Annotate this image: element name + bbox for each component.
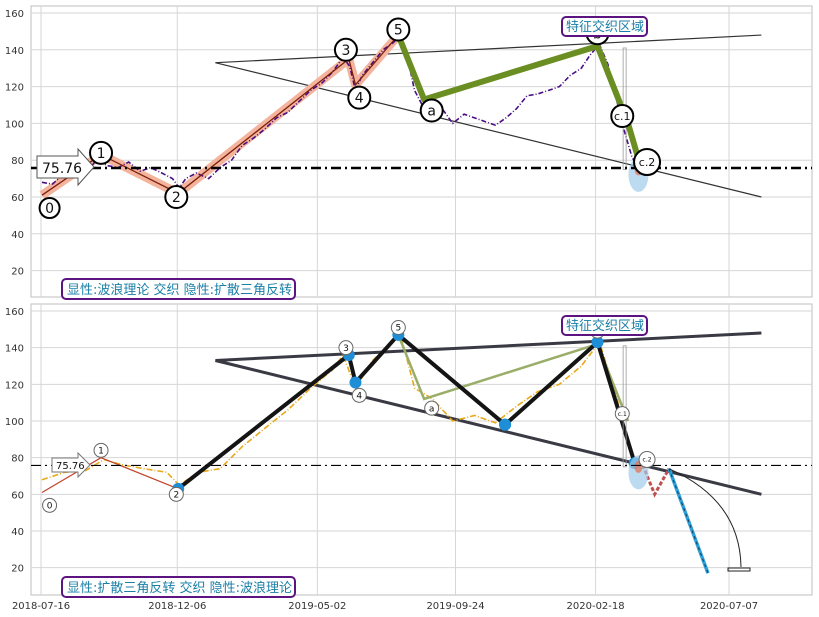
bottom-zone-box: 特征交织区域 (561, 315, 648, 336)
y-tick-label: 20 (11, 267, 24, 278)
wave-label-5: 5 (394, 23, 403, 39)
wave-label-circle (89, 140, 114, 165)
top-gridlines (31, 6, 812, 297)
pivot-point (349, 376, 362, 389)
wave-label-0: 0 (45, 201, 54, 217)
top-value-arrow: 75.76 (36, 147, 95, 187)
triangle-lower-line (215, 62, 762, 198)
x-tick-label: 2019-09-24 (426, 601, 484, 612)
pivot-point (591, 336, 604, 349)
bottom-y-tick-labels: 20 40 60 80 100 120 140 160 (5, 307, 24, 575)
y-tick-label: 100 (5, 417, 24, 428)
top-triangle-lines (215, 34, 762, 198)
wave-label-circle (333, 37, 358, 62)
wave-label-circle (164, 185, 189, 209)
bottom-gridlines (31, 304, 812, 595)
wave-label-circle (424, 400, 440, 416)
bottom-panel-text-box: 显性:扩散三角反转 交织 隐性:波浪理论 (61, 576, 296, 598)
triangle-upper-line (215, 331, 762, 362)
target-bracket (727, 567, 751, 572)
top-zone-box: 特征交织区域 (561, 16, 648, 37)
correction-wave-line (395, 33, 644, 167)
y-tick-label: 140 (5, 46, 24, 57)
top-panel-text: 显性:波浪理论 交织 隐性:扩散三角反转 (67, 282, 292, 298)
wave-label-circle (42, 497, 58, 513)
y-tick-label: 160 (5, 9, 24, 20)
wave-label-2: 2 (173, 491, 179, 501)
y-tick-label: 100 (5, 119, 24, 130)
y-tick-label: 120 (5, 380, 24, 391)
y-tick-label: 160 (5, 307, 24, 318)
correction-wave-line (397, 334, 630, 422)
target-projection-dash (668, 468, 709, 574)
wave-label-circle (338, 340, 354, 356)
wave-label-2: 2 (172, 190, 181, 206)
top-value-label: 75.76 (42, 161, 82, 177)
bottom-value-label: 75.76 (56, 461, 85, 472)
wave-label-circle (390, 320, 406, 335)
wave-label-4: 4 (355, 91, 364, 107)
bottom-x-tick-labels: 2018-07-16 2018-12-06 2019-05-02 2019-09-24… (12, 601, 758, 612)
y-tick-label: 140 (5, 344, 24, 355)
wave-label-circle (351, 387, 367, 403)
x-tick-label: 2018-12-06 (148, 601, 206, 612)
pivot-point (499, 418, 512, 431)
top-panel-text-box: 显性:波浪理论 交织 隐性:扩散三角反转 (61, 278, 296, 300)
y-tick-label: 60 (11, 193, 24, 204)
wave-label-3: 3 (343, 344, 349, 354)
wave-label-circle (638, 451, 656, 468)
wave-label-1: 1 (98, 447, 104, 457)
wave-label-4: 4 (356, 392, 362, 402)
y-tick-label: 20 (11, 564, 24, 575)
bottom-value-arrow: 75.76 (51, 451, 91, 479)
y-tick-label: 60 (11, 490, 24, 501)
y-tick-label: 120 (5, 83, 24, 94)
y-tick-label: 80 (11, 454, 24, 465)
wave-label-c.2: c.2 (639, 156, 656, 169)
triangle-upper-line (215, 34, 762, 64)
x-tick-label: 2020-07-07 (700, 601, 758, 612)
bottom-zone-label: 特征交织区域 (566, 318, 644, 334)
wave-label-circle (610, 104, 635, 129)
y-tick-label: 40 (11, 230, 24, 241)
top-y-tick-labels: 20 40 60 80 100 120 140 160 (5, 9, 24, 278)
top-zone-label: 特征交织区域 (566, 19, 644, 35)
wave-label-a: a (429, 404, 435, 414)
wave-label-circle (633, 148, 662, 177)
y-tick-label: 80 (11, 156, 24, 167)
wave-label-0: 0 (47, 502, 53, 512)
impulse-wave-line (41, 34, 399, 196)
wave-label-c.2: c.2 (643, 457, 652, 464)
wave-label-circle (93, 442, 109, 458)
wave-label-circle (347, 85, 372, 110)
wave-label-a: a (427, 104, 436, 120)
x-tick-label: 2019-05-02 (288, 601, 346, 612)
wave-label-circle (38, 197, 61, 220)
wave-label-circle (168, 486, 184, 502)
y-tick-label: 40 (11, 527, 24, 538)
wave-label-c.1: c.1 (614, 110, 631, 123)
wave-label-circle (614, 406, 630, 422)
top-wave-labels: 012345abc.1c.2 (38, 17, 662, 220)
wave-label-5: 5 (395, 324, 401, 334)
wave-label-3: 3 (341, 43, 350, 59)
bottom-panel-text: 显性:扩散三角反转 交织 隐性:波浪理论 (67, 580, 292, 596)
wave-label-c.1: c.1 (618, 411, 627, 418)
projection-arc (668, 468, 742, 568)
x-tick-label: 2018-07-16 (12, 601, 70, 612)
wave-label-1: 1 (97, 146, 106, 162)
x-tick-label: 2020-02-18 (567, 601, 625, 612)
wave-label-circle (386, 17, 411, 42)
wave-label-circle (419, 98, 444, 123)
